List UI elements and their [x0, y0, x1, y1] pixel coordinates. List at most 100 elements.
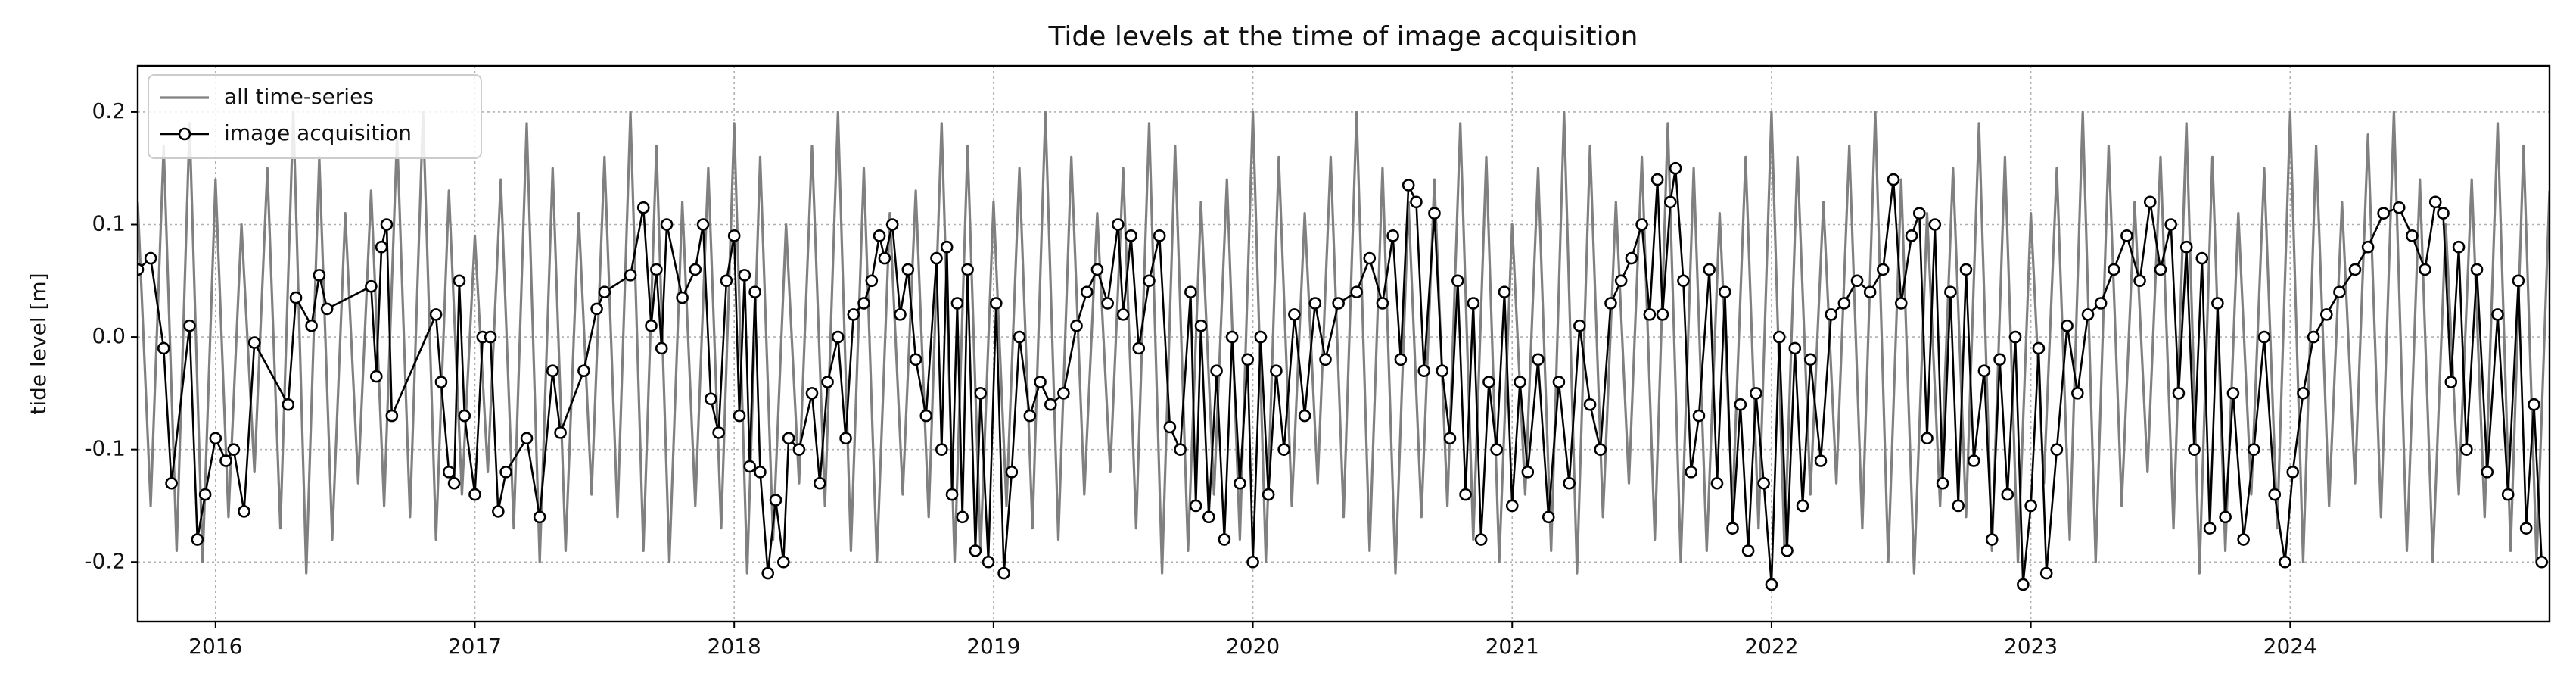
acquisition-point [320, 302, 334, 316]
acquisition-point [1505, 499, 1519, 513]
acquisition-point [183, 319, 196, 332]
acquisition-point [1013, 330, 1026, 344]
legend-marker [178, 127, 191, 141]
x-tick-label: 2019 [966, 634, 1020, 659]
acquisition-point [458, 409, 471, 423]
acquisition-point [1234, 476, 1246, 490]
acquisition-point [1080, 285, 1094, 298]
acquisition-point [209, 432, 222, 445]
acquisition-point [1726, 522, 1739, 535]
acquisition-point [442, 466, 456, 479]
acquisition-point [2428, 195, 2442, 209]
acquisition-point [484, 330, 497, 344]
acquisition-point [1710, 476, 1724, 490]
acquisition-point [144, 251, 157, 265]
acquisition-point [2528, 398, 2540, 411]
acquisition-point [930, 251, 943, 265]
acquisition-point [1288, 308, 1301, 321]
acquisition-point [857, 297, 870, 310]
acquisition-point [1781, 544, 1794, 557]
acquisition-point [1210, 364, 1223, 377]
y-tick-label: -0.1 [84, 436, 126, 461]
acquisition-point [1643, 308, 1657, 321]
acquisition-point [1410, 195, 1423, 209]
acquisition-point [974, 387, 988, 400]
acquisition-point [434, 376, 448, 388]
y-axis-label: tide level [m] [26, 273, 51, 414]
acquisition-point [982, 555, 995, 569]
acquisition-point [2219, 510, 2232, 524]
acquisition-point [1765, 578, 1778, 591]
acquisition-point [1298, 409, 1311, 423]
acquisition-point [1825, 308, 1838, 321]
x-tick-label: 2016 [188, 634, 242, 659]
acquisition-point [782, 432, 795, 445]
acquisition-point [447, 476, 461, 490]
acquisition-point [1663, 195, 1677, 209]
acquisition-point [1635, 218, 1648, 231]
acquisition-point [1977, 364, 1991, 377]
x-tick-label: 2018 [708, 634, 761, 659]
plot-frame [136, 64, 2551, 623]
acquisition-point [1034, 376, 1047, 388]
acquisition-point [1436, 364, 1449, 377]
acquisition-point [365, 279, 378, 293]
acquisition-point [1614, 274, 1628, 288]
acquisition-point [1788, 341, 1802, 355]
acquisition-point [546, 364, 559, 377]
acquisition-point [289, 291, 303, 304]
acquisition-point [831, 330, 845, 344]
acquisition-point [453, 274, 466, 288]
acquisition-point [847, 308, 860, 321]
acquisition-point [2061, 319, 2074, 332]
acquisition-point [305, 319, 318, 332]
acquisition-point [1490, 443, 1503, 456]
acquisition-point [738, 269, 751, 282]
acquisition-point [1514, 376, 1526, 388]
x-tick-label: 2023 [2004, 634, 2058, 659]
acquisition-point [1363, 251, 1377, 265]
acquisition-point [956, 510, 969, 524]
acquisition-point [769, 494, 782, 507]
acquisition-point [1741, 544, 1755, 557]
acquisition-point [712, 426, 725, 439]
acquisition-point [1876, 263, 1890, 276]
acquisition-point [1482, 376, 1495, 388]
acquisition-point [492, 505, 505, 518]
acquisition-point [2392, 201, 2406, 214]
acquisition-point [157, 341, 170, 355]
acquisition-point [873, 229, 886, 242]
acquisition-point [2203, 522, 2217, 535]
acquisition-point [429, 308, 443, 321]
acquisition-point [313, 269, 326, 282]
acquisition-point [219, 454, 232, 467]
acquisition-point [696, 218, 710, 231]
acquisition-point [1319, 353, 1332, 366]
acquisition-point [2024, 499, 2037, 513]
acquisition-point [1057, 387, 1070, 400]
acquisition-point [2279, 555, 2291, 569]
acquisition-point [997, 566, 1010, 580]
legend-label: all time-series [224, 84, 374, 109]
acquisition-point [2501, 488, 2515, 501]
acquisition-point [2460, 443, 2473, 456]
acquisition-point [2032, 341, 2046, 355]
acquisition-point [961, 263, 974, 276]
acquisition-point [909, 353, 922, 366]
acquisition-point [1332, 297, 1345, 310]
acquisition-point [1376, 297, 1389, 310]
acquisition-point [2535, 555, 2549, 569]
acquisition-point [2248, 443, 2260, 456]
acquisition-point [2195, 251, 2209, 265]
acquisition-point [660, 218, 674, 231]
acquisition-point [865, 274, 879, 288]
acquisition-point [2226, 387, 2240, 400]
x-tick-label: 2024 [2263, 634, 2317, 659]
acquisition-point [727, 229, 741, 242]
acquisition-point [1023, 409, 1037, 423]
acquisition-point [950, 297, 964, 310]
acquisition-point [1685, 466, 1698, 479]
acquisition-point [885, 218, 899, 231]
acquisition-point [2297, 387, 2310, 400]
